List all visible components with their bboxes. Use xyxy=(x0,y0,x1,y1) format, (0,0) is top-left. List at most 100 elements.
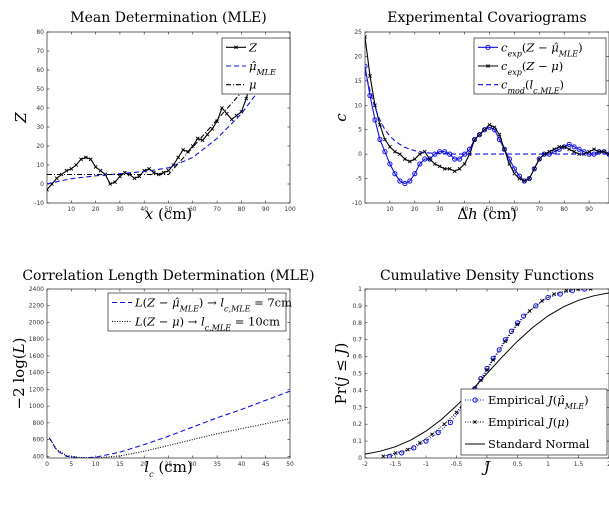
y-tick-label: 1 xyxy=(358,286,362,293)
data-point xyxy=(497,132,502,137)
data-point xyxy=(471,136,478,143)
legend-marker xyxy=(234,45,238,50)
y-tick-label: 60 xyxy=(36,67,44,74)
data-point xyxy=(592,147,596,152)
x-tick-label: 20 xyxy=(140,461,148,468)
data-point xyxy=(365,63,368,69)
data-point xyxy=(491,358,496,362)
data-point xyxy=(368,74,372,78)
y-tick-label: -10 xyxy=(352,200,362,207)
data-point xyxy=(517,176,522,181)
data-point xyxy=(532,166,537,171)
data-point xyxy=(566,141,572,147)
data-point xyxy=(195,136,200,141)
x-tick-label: 90 xyxy=(262,206,270,213)
y-tick-label: 30 xyxy=(36,124,44,131)
data-point xyxy=(442,422,447,427)
data-point xyxy=(562,144,567,149)
data-point xyxy=(552,292,557,296)
data-point xyxy=(64,168,69,173)
y-tick-label: 0.4 xyxy=(352,387,362,394)
legend: cexp(Z − μ̂MLE)cexp(Z − μ)cmod(lc,MLE) xyxy=(473,37,607,95)
series-line-2 xyxy=(48,418,290,458)
legend-entry-1: Z xyxy=(248,40,258,54)
y-tick-label: 50 xyxy=(36,86,44,93)
data-point xyxy=(132,176,137,181)
data-point xyxy=(521,178,527,184)
y-tick-label: 70 xyxy=(36,48,44,55)
data-point xyxy=(407,178,413,184)
series-line-3 xyxy=(365,70,609,155)
y-tick-label: 0.6 xyxy=(352,354,362,361)
data-point xyxy=(69,166,74,171)
chart-title: Cumulative Density Functions xyxy=(380,268,594,284)
x-tick-label: 90 xyxy=(585,206,593,213)
data-point xyxy=(399,450,405,456)
data-point xyxy=(432,151,438,157)
y-tick-label: 0.2 xyxy=(352,421,362,428)
legend-entry-1: L(Z − μ̂MLE) → lc,MLE = 7cm xyxy=(134,296,292,314)
x-tick-label: 1.5 xyxy=(574,461,584,468)
y-tick-label: 20 xyxy=(36,143,44,150)
data-point xyxy=(457,156,463,162)
y-tick-label: 0.7 xyxy=(352,337,362,344)
data-point xyxy=(576,289,581,291)
data-point xyxy=(88,157,93,162)
data-point xyxy=(393,451,398,455)
data-point xyxy=(83,155,88,160)
x-tick-label: 30 xyxy=(189,461,197,468)
x-tick-label: 5 xyxy=(69,461,73,468)
x-tick-label: 80 xyxy=(560,206,568,213)
x-axis-label: lc (cm) xyxy=(144,458,192,479)
x-tick-label: 15 xyxy=(116,461,124,468)
y-tick-label: 0 xyxy=(40,181,44,188)
x-tick-label: 80 xyxy=(238,206,246,213)
y-tick-label: 0.8 xyxy=(352,320,362,327)
data-point xyxy=(200,138,205,143)
data-point xyxy=(527,309,532,313)
x-tick-label: 25 xyxy=(165,461,173,468)
data-point xyxy=(117,174,122,179)
data-point xyxy=(571,144,577,150)
data-point xyxy=(447,419,453,426)
y-tick-label: -10 xyxy=(34,200,44,207)
data-point xyxy=(220,106,224,110)
legend: Empirical J(μ̂MLE) Empirical J(μ) Standard… xyxy=(460,388,608,456)
y-tick-label: 600 xyxy=(33,437,45,444)
y-tick-label: 25 xyxy=(354,29,362,36)
data-point xyxy=(552,147,557,152)
panel-4: -2 -1.5 -1 -0.5 0 0.5 1 1.5 2 0 0.1 0.2 0.3 0.4 0.5 0.6… xyxy=(332,268,609,476)
data-point xyxy=(567,147,572,152)
data-point xyxy=(381,454,386,458)
x-tick-label: 45 xyxy=(262,461,270,468)
data-point xyxy=(422,156,428,162)
data-point xyxy=(229,117,234,122)
y-tick-label: 40 xyxy=(36,105,44,112)
data-point xyxy=(239,109,244,114)
y-tick-label: -5 xyxy=(356,176,362,183)
data-point xyxy=(492,125,497,130)
data-point xyxy=(476,132,483,138)
x-tick-label: 0 xyxy=(45,461,49,468)
data-point xyxy=(507,161,512,166)
data-point xyxy=(496,347,502,353)
x-tick-label: 20 xyxy=(411,206,419,213)
data-point xyxy=(442,166,447,171)
y-tick-label: 10 xyxy=(36,162,44,169)
chart-title: Correlation Length Determination (MLE) xyxy=(22,268,314,284)
legend-entry-1: Empirical J(μ̂MLE) xyxy=(488,393,589,411)
data-point xyxy=(537,157,542,161)
x-tick-label: 30 xyxy=(436,206,444,213)
data-point xyxy=(503,339,508,344)
x-tick-label: 0.5 xyxy=(513,461,523,468)
data-point xyxy=(539,298,544,303)
y-tick-label: 2200 xyxy=(29,303,44,310)
data-point xyxy=(224,111,229,116)
data-point xyxy=(79,157,83,162)
y-axis-label: c xyxy=(332,113,350,122)
data-point xyxy=(181,147,185,152)
legend-entry-3: Standard Normal xyxy=(488,437,590,451)
data-point xyxy=(482,127,487,132)
legend-entry-3: μ xyxy=(249,78,256,92)
